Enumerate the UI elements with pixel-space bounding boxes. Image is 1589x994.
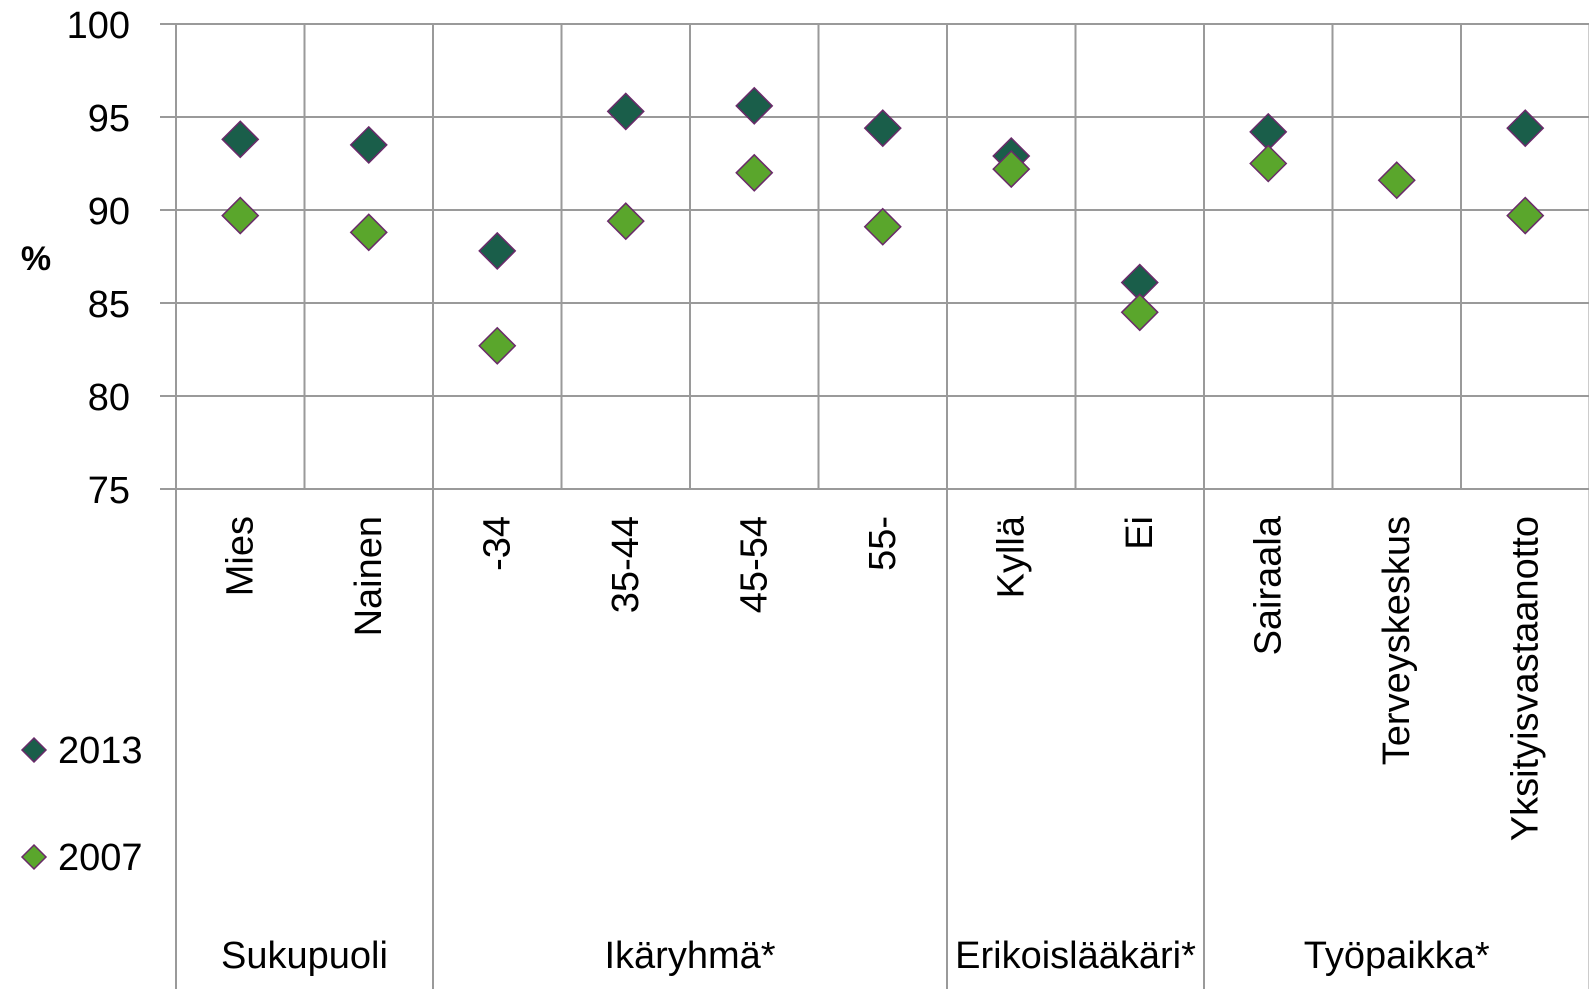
marker-2013: [349, 125, 388, 164]
marker-2007: [1506, 196, 1545, 235]
marker-2007: [1249, 144, 1288, 183]
marker-2007: [992, 150, 1031, 189]
marker-2013: [221, 120, 260, 159]
marker-2007: [221, 196, 260, 235]
y-tick-label: 100: [67, 5, 130, 47]
marker-2013: [735, 86, 774, 125]
marker-2013: [478, 231, 517, 270]
y-tick-label: 90: [88, 191, 130, 233]
group-label: Sukupuoli: [221, 935, 388, 977]
data-markers: [221, 86, 1545, 365]
marker-2007: [735, 153, 774, 192]
marker-2013: [863, 109, 902, 148]
x-tick-label: 45-54: [733, 516, 775, 613]
y-tick-label: 75: [88, 470, 130, 512]
marker-2007: [1120, 293, 1159, 332]
marker-2007: [349, 213, 388, 252]
legend-label: 2013: [58, 730, 143, 772]
y-tick-label: 95: [88, 98, 130, 140]
group-label: Työpaikka*: [1304, 935, 1490, 977]
y-tick-label: 85: [88, 284, 130, 326]
x-tick-label: Sairaala: [1247, 515, 1289, 655]
x-tick-label: Ei: [1119, 516, 1161, 550]
x-tick-label: Nainen: [348, 516, 390, 636]
legend-marker-icon: [20, 736, 48, 764]
legend-item-2007: 2007: [20, 837, 143, 879]
y-axis-label: %: [21, 240, 51, 278]
legend-label: 2007: [58, 837, 143, 879]
y-tick-labels: 100 95 90 85 80 75: [67, 5, 130, 512]
legend: 2013 2007: [20, 730, 143, 879]
marker-2007: [1377, 161, 1416, 200]
y-tick-label: 80: [88, 377, 130, 419]
x-tick-labels: Mies Nainen -34 35-44 45-54 55- Kyllä Ei Sairaal…: [219, 515, 1546, 841]
marker-2007: [478, 326, 517, 365]
legend-marker-icon: [20, 843, 48, 871]
x-tick-label: Kyllä: [990, 515, 1032, 598]
x-tick-label: 55-: [862, 516, 904, 571]
x-tick-label: -34: [476, 516, 518, 571]
group-label: Erikoislääkäri*: [955, 935, 1196, 977]
marker-2007: [606, 202, 645, 241]
x-tick-label: Mies: [219, 516, 261, 596]
x-tick-label: 35-44: [605, 516, 647, 613]
x-tick-label: Terveyskeskus: [1376, 516, 1418, 765]
x-tick-label: Yksityisvastaanotto: [1504, 516, 1546, 841]
legend-item-2013: 2013: [20, 730, 143, 772]
marker-2007: [863, 207, 902, 246]
group-label: Ikäryhmä*: [604, 935, 775, 977]
grid: [160, 23, 1589, 989]
marker-2013: [606, 92, 645, 131]
group-labels: Sukupuoli Ikäryhmä* Erikoislääkäri* Työpaik…: [221, 935, 1490, 977]
marker-2013: [1506, 109, 1545, 148]
